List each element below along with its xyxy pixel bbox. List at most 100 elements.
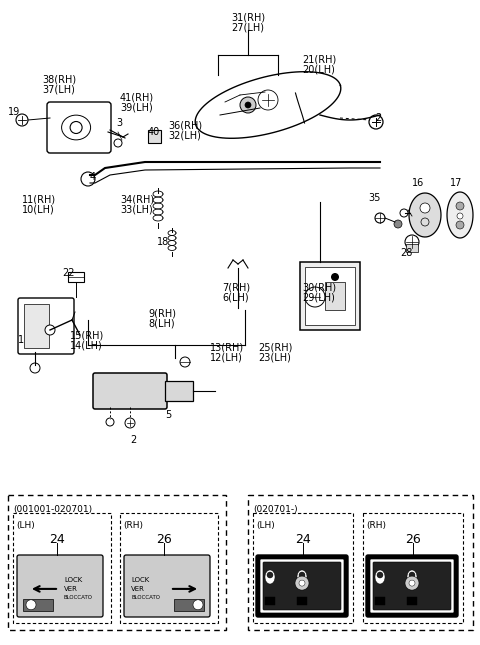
Bar [13,513,111,623]
FancyBboxPatch shape [263,562,341,610]
Bar [300,262,360,330]
Circle shape [400,209,408,217]
Circle shape [299,572,305,578]
Circle shape [26,600,36,610]
Text: 13(RH): 13(RH) [210,343,244,353]
Text: 9(RH): 9(RH) [148,308,176,318]
Circle shape [405,576,419,590]
Text: 41(RH): 41(RH) [120,92,154,102]
Text: 33(LH): 33(LH) [120,205,153,215]
Bar [8,495,226,630]
Text: BLOCCATO: BLOCCATO [131,595,160,600]
FancyBboxPatch shape [260,559,344,613]
Bar [148,130,161,143]
Circle shape [70,121,82,134]
Text: (001001-020701): (001001-020701) [13,505,92,514]
FancyBboxPatch shape [124,555,210,617]
Text: LOCK: LOCK [64,577,82,583]
Text: 25(RH): 25(RH) [258,343,292,353]
Ellipse shape [265,570,275,584]
Circle shape [193,600,203,610]
Bar [120,513,218,623]
Circle shape [457,213,463,219]
Text: 22: 22 [62,268,74,278]
Circle shape [267,572,273,578]
Text: 24: 24 [49,533,65,546]
Circle shape [369,115,383,129]
Text: 28: 28 [400,248,412,258]
Text: 17: 17 [450,178,462,188]
Text: 1: 1 [18,335,24,345]
Text: 6(LH): 6(LH) [222,292,249,302]
Text: 31(RH): 31(RH) [231,12,265,22]
Text: (RH): (RH) [366,521,386,530]
Bar [23,599,53,611]
Text: 34(RH): 34(RH) [120,195,154,205]
FancyBboxPatch shape [93,373,167,409]
Circle shape [405,235,419,249]
Text: 36(RH): 36(RH) [168,120,202,130]
Circle shape [45,325,55,335]
Circle shape [409,572,415,578]
Bar [248,495,473,630]
Polygon shape [447,192,473,238]
Text: 18: 18 [157,237,169,247]
Text: 21(RH): 21(RH) [302,55,336,65]
Text: 2: 2 [375,113,381,123]
FancyBboxPatch shape [373,562,451,610]
Circle shape [456,202,464,210]
Circle shape [331,273,339,281]
Circle shape [245,102,251,108]
Text: VER: VER [131,586,145,592]
Bar [265,597,275,605]
Bar [24,304,49,348]
Text: 16: 16 [412,178,424,188]
Text: 40: 40 [148,127,160,137]
Text: 37(LH): 37(LH) [42,85,75,95]
Ellipse shape [407,570,417,584]
Text: 29(LH): 29(LH) [302,292,335,302]
Bar [325,282,345,310]
Bar [174,599,204,611]
Text: 19: 19 [8,107,20,117]
Circle shape [420,203,430,213]
Text: 4: 4 [90,172,96,182]
Bar [363,513,463,623]
Text: 3: 3 [116,118,122,128]
Text: (RH): (RH) [123,521,143,530]
Text: 11(RH): 11(RH) [22,195,56,205]
Text: 10(LH): 10(LH) [22,205,55,215]
FancyBboxPatch shape [18,298,74,354]
Circle shape [16,114,28,126]
Text: 39(LH): 39(LH) [120,102,153,112]
Text: 35: 35 [368,193,380,203]
Ellipse shape [375,570,385,584]
Text: 12(LH): 12(LH) [210,353,243,363]
Circle shape [409,580,415,586]
Text: 2: 2 [130,435,136,445]
Bar [253,513,353,623]
Circle shape [295,576,309,590]
Circle shape [299,580,305,586]
Polygon shape [409,193,441,237]
Text: BLOCCATO: BLOCCATO [64,595,93,600]
Text: 23(LH): 23(LH) [258,353,291,363]
Text: 5: 5 [165,410,171,420]
Bar [305,267,355,325]
FancyBboxPatch shape [17,555,103,617]
Text: 15(RH): 15(RH) [70,330,104,340]
Bar [68,272,84,282]
Text: VER: VER [64,586,78,592]
Text: (LH): (LH) [256,521,275,530]
Text: 27(LH): 27(LH) [231,22,264,32]
Bar [375,597,385,605]
Text: 26: 26 [405,533,421,546]
Bar [406,244,418,252]
Text: 7(RH): 7(RH) [222,282,250,292]
Text: 38(RH): 38(RH) [42,75,76,85]
FancyBboxPatch shape [366,555,458,617]
Text: 24: 24 [295,533,311,546]
Text: (LH): (LH) [16,521,35,530]
Circle shape [375,213,385,223]
Bar [407,597,417,605]
